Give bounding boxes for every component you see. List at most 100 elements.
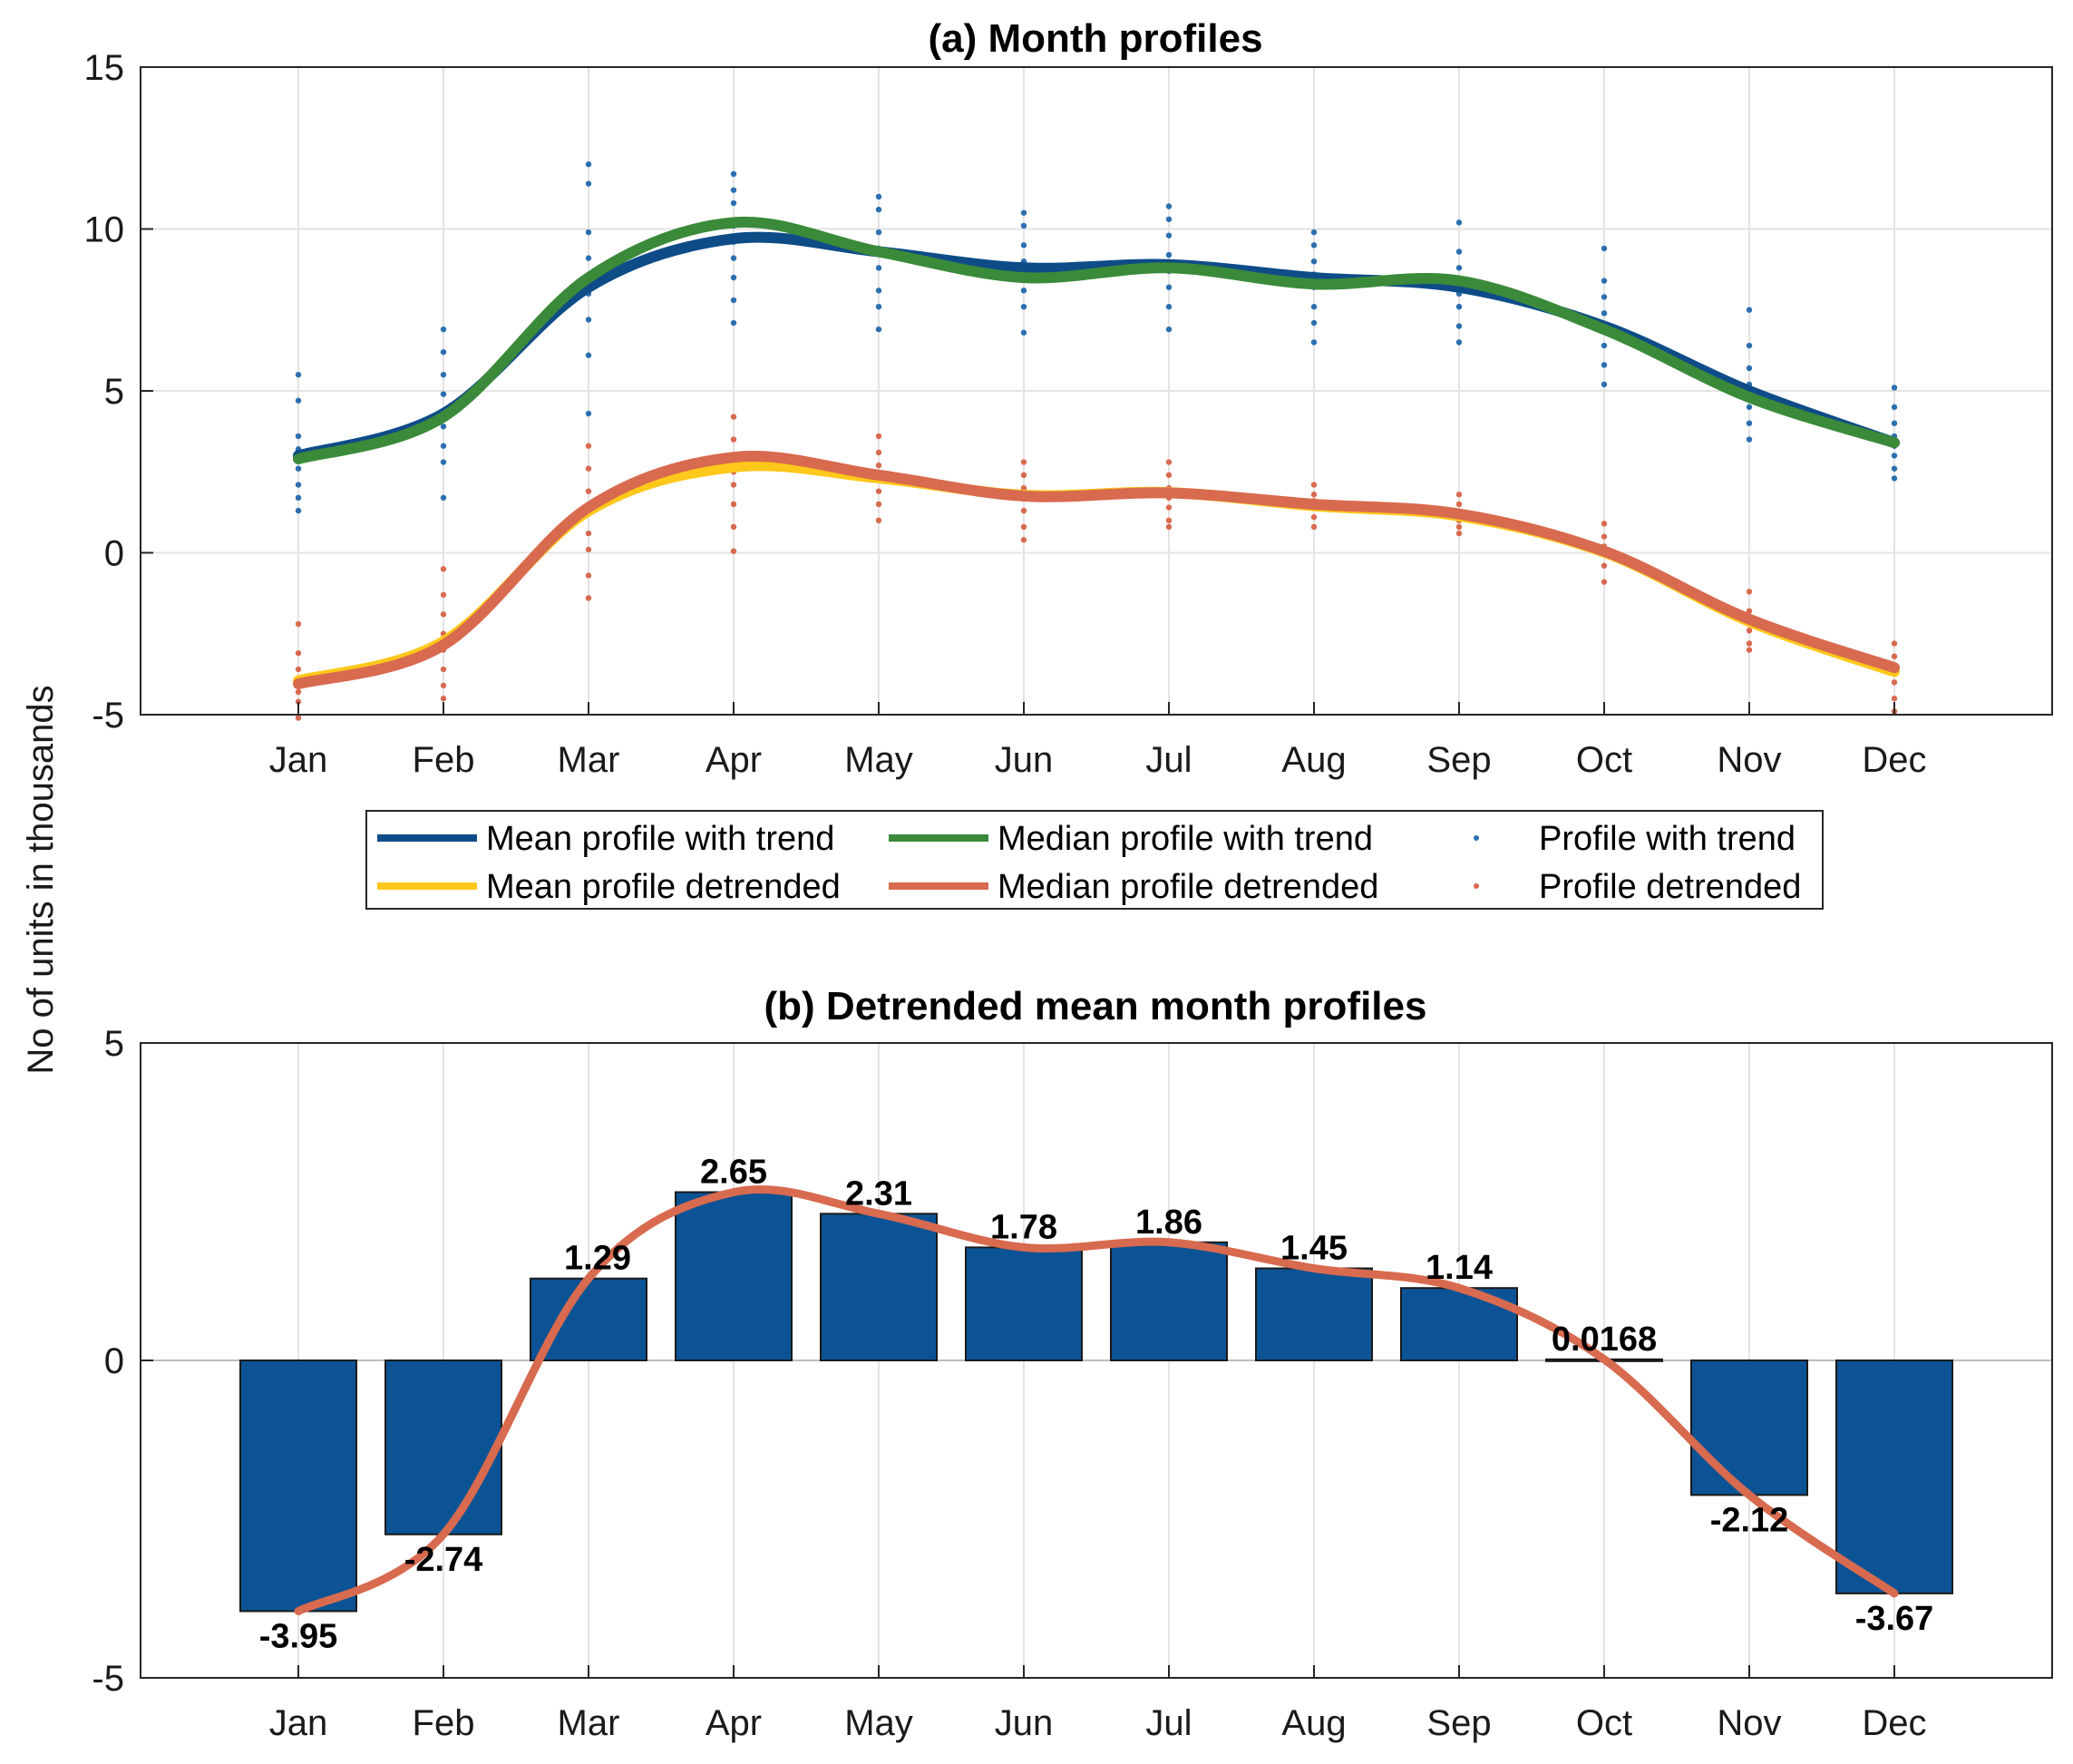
legend-label-median-trend: Median profile with trend (998, 820, 1373, 858)
panel-a-ytick-label: 10 (84, 210, 125, 250)
point-profile-with-trend (875, 206, 882, 213)
point-profile-detrended (730, 523, 737, 531)
point-profile-with-trend (1455, 323, 1463, 329)
legend-label-mean-detrended: Mean profile detrended (486, 868, 841, 906)
point-profile-with-trend (1165, 203, 1173, 210)
panel-a-ytick-label: 5 (104, 372, 124, 412)
point-profile-detrended (1310, 523, 1318, 531)
panel-b-xtick-label: Jun (995, 1703, 1054, 1743)
point-profile-with-trend (1020, 222, 1027, 229)
point-profile-with-trend (1891, 404, 1898, 411)
value-label-feb: -2.74 (404, 1541, 483, 1579)
point-profile-detrended (585, 572, 592, 579)
point-profile-with-trend (1020, 303, 1027, 310)
legend-box (365, 810, 1824, 910)
legend-item-profile-detrended: Profile detrended (1474, 868, 1801, 906)
panel-a-xtick-label: Dec (1862, 740, 1926, 780)
point-profile-with-trend (1455, 265, 1463, 271)
panel-a-xtick-label: Aug (1281, 740, 1346, 780)
panel-b-overlay-line (294, 1184, 1899, 1615)
point-profile-detrended (295, 688, 302, 696)
point-profile-with-trend (440, 443, 447, 449)
point-profile-with-trend (440, 326, 447, 333)
point-profile-with-trend (585, 229, 592, 236)
legend: Mean profile with trend Median profile w… (365, 810, 1824, 910)
panel-a-xtick-label: Feb (413, 740, 475, 780)
panel-a-y-ticks: -5 0 5 10 15 (84, 48, 153, 736)
point-profile-with-trend (585, 255, 592, 261)
point-profile-detrended (1601, 521, 1608, 527)
point-profile-detrended (1020, 507, 1027, 514)
point-profile-detrended (1601, 562, 1608, 569)
point-profile-detrended (875, 462, 882, 469)
point-profile-with-trend (440, 348, 447, 356)
point-profile-with-trend (585, 161, 592, 168)
point-profile-with-trend (730, 319, 737, 326)
point-profile-with-trend (1455, 219, 1463, 226)
point-profile-with-trend (1165, 326, 1173, 333)
point-profile-detrended (1165, 517, 1173, 523)
point-profile-with-trend (1310, 242, 1318, 249)
point-profile-with-trend (1601, 310, 1608, 317)
point-profile-with-trend (1601, 294, 1608, 300)
point-profile-detrended (1020, 484, 1027, 492)
point-profile-with-trend (1891, 385, 1898, 391)
point-profile-detrended (730, 501, 737, 508)
point-profile-detrended (875, 449, 882, 456)
value-label-dec: -3.67 (1855, 1600, 1934, 1638)
bar-nov (1690, 1360, 1808, 1496)
point-profile-detrended (1455, 523, 1463, 531)
value-label-jul: 1.86 (1135, 1204, 1202, 1242)
panel-a-xtick-label: Nov (1717, 740, 1781, 780)
point-profile-with-trend (585, 317, 592, 323)
bar-jul (1110, 1241, 1228, 1362)
point-profile-detrended (730, 414, 737, 420)
point-profile-detrended (295, 620, 302, 628)
month-profiles-panel: (a) Month profiles -5 0 5 10 15 Jan Feb Mar Apr… (84, 16, 2053, 910)
point-profile-detrended (295, 649, 302, 657)
point-profile-with-trend (1310, 258, 1318, 265)
panel-b-value-labels: -3.95 -2.74 1.29 2.65 2.31 1.78 1.86 1.45 1.14 0.… (259, 1154, 1934, 1656)
point-profile-detrended (730, 548, 737, 554)
point-profile-detrended (1455, 501, 1463, 508)
legend-item-median-detrended: Median profile detrended (889, 868, 1378, 906)
legend-label-profile-detrended: Profile detrended (1539, 868, 1801, 906)
point-profile-with-trend (1891, 453, 1898, 459)
point-profile-detrended (1455, 530, 1463, 537)
point-profile-with-trend (1165, 216, 1173, 222)
panel-b-ytick-label: -5 (92, 1659, 124, 1699)
point-profile-detrended (1891, 653, 1898, 659)
point-profile-detrended (875, 433, 882, 440)
legend-label-profile-trend: Profile with trend (1539, 820, 1796, 858)
panel-b-xtick-label: Apr (706, 1703, 762, 1743)
panel-a-series-lines (293, 216, 1900, 690)
panel-b-xtick-label: Sep (1426, 1703, 1491, 1743)
point-profile-detrended (1601, 579, 1608, 585)
point-profile-with-trend (1891, 465, 1898, 472)
point-profile-with-trend (440, 371, 447, 378)
point-profile-with-trend (875, 265, 882, 271)
point-profile-with-trend (1601, 245, 1608, 252)
point-profile-with-trend (1746, 404, 1753, 411)
value-label-jun: 1.78 (990, 1208, 1057, 1246)
bar-may (820, 1213, 938, 1362)
point-profile-with-trend (730, 187, 737, 193)
value-label-oct: 0.0168 (1552, 1321, 1657, 1359)
point-profile-with-trend (730, 297, 737, 304)
point-profile-with-trend (440, 391, 447, 397)
point-profile-detrended (875, 501, 882, 508)
point-profile-with-trend (1601, 342, 1608, 349)
point-profile-with-trend (1310, 303, 1318, 310)
legend-item-mean-detrended: Mean profile detrended (377, 868, 841, 906)
point-profile-detrended (585, 488, 592, 494)
panel-b-xtick-label: Feb (413, 1703, 475, 1743)
panel-b-ytick-label: 5 (104, 1024, 124, 1064)
panel-b-xtick-label: Jul (1145, 1703, 1192, 1743)
point-profile-detrended (1310, 482, 1318, 488)
point-profile-with-trend (295, 494, 302, 502)
bar-dec (1835, 1360, 1953, 1594)
panel-a-xtick-label: Apr (706, 740, 762, 780)
panel-a-xtick-label: Jun (995, 740, 1054, 780)
bar-feb (384, 1360, 502, 1535)
